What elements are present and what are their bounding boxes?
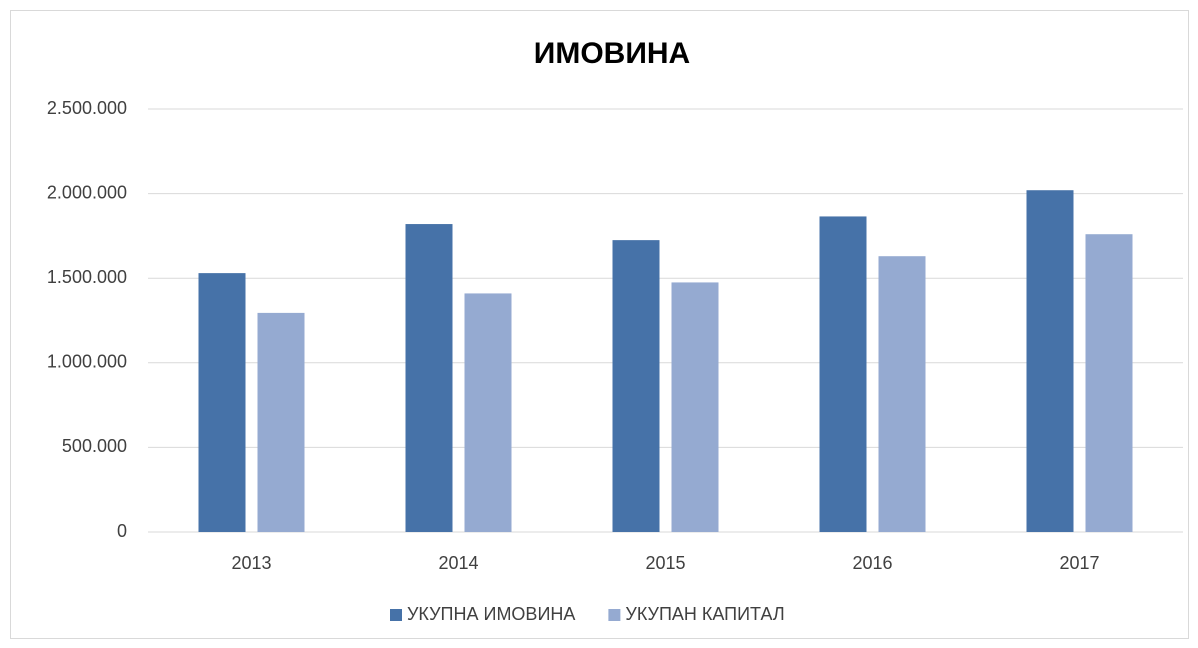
x-tick-label: 2013 bbox=[231, 553, 271, 573]
y-tick-label: 1.500.000 bbox=[47, 267, 127, 287]
bar bbox=[464, 293, 512, 532]
bar bbox=[1085, 234, 1133, 532]
y-tick-label: 1.000.000 bbox=[47, 352, 127, 372]
bar bbox=[1026, 190, 1074, 532]
x-tick-label: 2017 bbox=[1059, 553, 1099, 573]
x-tick-label: 2015 bbox=[645, 553, 685, 573]
bar bbox=[671, 282, 719, 532]
legend-label: УКУПНА ИМОВИНА bbox=[407, 604, 575, 624]
legend-swatch bbox=[390, 609, 402, 621]
y-tick-label: 2.000.000 bbox=[47, 182, 127, 202]
x-tick-label: 2014 bbox=[438, 553, 478, 573]
chart-title: ИМОВИНА bbox=[534, 37, 690, 70]
bar bbox=[878, 256, 926, 532]
bar bbox=[405, 224, 453, 532]
bar bbox=[257, 312, 305, 532]
chart-border bbox=[10, 10, 1189, 639]
bar bbox=[819, 216, 867, 532]
y-tick-label: 2.500.000 bbox=[47, 98, 127, 118]
bar bbox=[198, 273, 246, 532]
legend-swatch bbox=[608, 609, 621, 621]
y-tick-label: 0 bbox=[117, 521, 127, 541]
bar bbox=[612, 240, 660, 532]
x-tick-label: 2016 bbox=[852, 553, 892, 573]
y-tick-label: 500.000 bbox=[62, 436, 127, 456]
legend-label: УКУПАН КАПИТАЛ bbox=[625, 604, 784, 624]
